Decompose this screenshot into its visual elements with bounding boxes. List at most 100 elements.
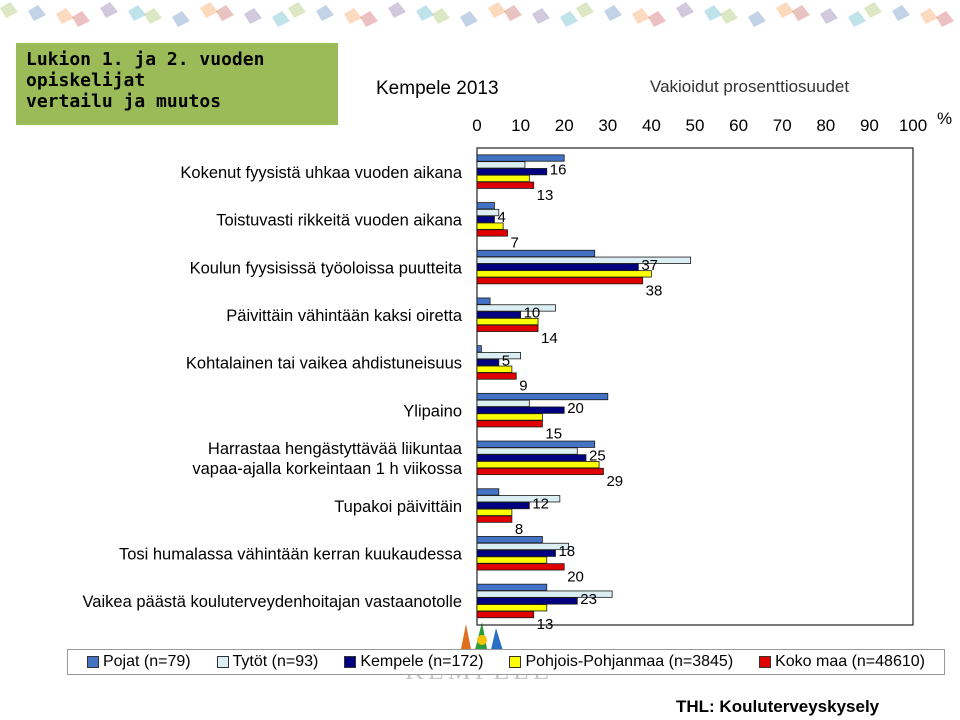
bar (476, 392, 609, 401)
legend-item-kempele: Kempele (n=172) (344, 653, 484, 671)
decor-shape (648, 11, 666, 27)
decor-shape (720, 8, 738, 24)
data-label: 16 (550, 161, 567, 178)
data-label: 14 (541, 330, 558, 347)
category-label: Kokenut fyysistä uhkaa vuoden aikana (180, 164, 462, 182)
bar (476, 263, 639, 271)
decor-shape (864, 2, 882, 18)
bar (476, 202, 495, 210)
decor-shape (632, 8, 650, 24)
bar (476, 297, 491, 305)
bar (476, 413, 543, 421)
legend-swatch-tytot (216, 656, 229, 668)
legend-swatch-pohjois (509, 656, 522, 668)
bar (476, 154, 565, 162)
decor-shape (432, 8, 450, 24)
data-label: 13 (537, 616, 554, 633)
decor-shape (0, 2, 18, 18)
title-line-1: Lukion 1. ja 2. vuoden (26, 49, 265, 70)
decor-shape (704, 5, 722, 21)
data-label: 12 (532, 495, 549, 512)
legend-label-kempele: Kempele (n=172) (360, 653, 484, 670)
decor-shape (216, 5, 234, 21)
bar (476, 181, 535, 189)
bar (476, 222, 504, 230)
bar (476, 215, 495, 223)
decor-shape (936, 11, 954, 27)
category-label: Vaikea päästä kouluterveydenhoitajan vas… (83, 593, 462, 611)
data-label: 9 (519, 378, 527, 395)
x-tick-label: 30 (598, 116, 617, 135)
decor-shape (504, 5, 522, 21)
decor-shape (56, 8, 74, 24)
bar (476, 495, 561, 503)
decor-shape (360, 11, 378, 27)
decor-shape (316, 5, 334, 21)
x-tick-label: 20 (555, 116, 574, 135)
decor-shape (532, 8, 550, 24)
decor-shape (28, 5, 46, 21)
decor-shape (144, 8, 162, 24)
bar (476, 304, 556, 312)
data-label: 5 (502, 352, 510, 369)
data-label: 10 (524, 305, 541, 322)
legend-swatch-pojat (86, 656, 99, 668)
data-label: 38 (646, 282, 663, 299)
decor-shape (344, 8, 362, 24)
decor-shape (460, 11, 478, 27)
data-label: 20 (567, 400, 584, 417)
title-box: Lukion 1. ja 2. vuoden opiskelijat verta… (16, 43, 338, 125)
category-label: Koulun fyysisissä työoloissa puutteita (190, 259, 463, 277)
x-tick-label: 50 (686, 116, 705, 135)
decor-shape (892, 5, 910, 21)
bar (476, 447, 578, 455)
chart-legend: Pojat (n=79) Tytöt (n=93) Kempele (n=172… (67, 649, 945, 675)
bar (476, 399, 530, 407)
bar (476, 365, 513, 373)
data-label: 25 (589, 448, 606, 465)
bar (476, 536, 543, 544)
decor-shape (200, 2, 218, 18)
bar (476, 549, 556, 557)
decor-shape (604, 5, 622, 21)
source-note: THL: Kouluterveyskysely (676, 697, 880, 716)
decor-shape (920, 8, 938, 24)
category-label: Toistuvasti rikkeitä vuoden aikana (216, 212, 463, 230)
bar (476, 277, 644, 285)
bar (476, 508, 513, 516)
bar (476, 317, 539, 326)
legend-label-tytot: Tytöt (n=93) (232, 653, 319, 670)
decor-shape (676, 2, 694, 18)
bar (476, 249, 596, 258)
bar (476, 583, 548, 591)
decor-shape (848, 11, 866, 27)
x-unit-label: % (937, 109, 952, 128)
data-label: 15 (545, 425, 562, 442)
unit-note: Vakioidut prosenttiosuudet (650, 77, 850, 96)
title-line-2: opiskelijat (26, 70, 146, 91)
x-tick-label: 80 (816, 116, 835, 135)
bar (476, 270, 652, 278)
legend-item-pohjois: Pohjois-Pohjanmaa (n=3845) (509, 653, 733, 671)
legend-item-tytot: Tytöt (n=93) (216, 653, 319, 671)
category-label: Ylipaino (403, 402, 462, 420)
bar (476, 358, 500, 367)
bar (476, 345, 482, 353)
bar (476, 440, 596, 448)
decor-shape (172, 11, 190, 27)
bar (476, 161, 526, 169)
bar (476, 515, 513, 523)
legend-label-pohjois: Pohjois-Pohjanmaa (n=3845) (525, 653, 734, 670)
plot-frame (476, 147, 914, 626)
decor-shape (820, 8, 838, 24)
decor-shape (792, 5, 810, 21)
decor-shape (272, 11, 290, 27)
bar (476, 597, 578, 605)
category-label: vapaa-ajalla korkeintaan 1 h viikossa (192, 460, 462, 478)
bar (476, 563, 565, 571)
bar (476, 324, 539, 332)
legend-label-pojat: Pojat (n=79) (102, 653, 191, 670)
decor-shape (560, 11, 578, 27)
bar (476, 208, 500, 217)
bar (476, 256, 692, 264)
